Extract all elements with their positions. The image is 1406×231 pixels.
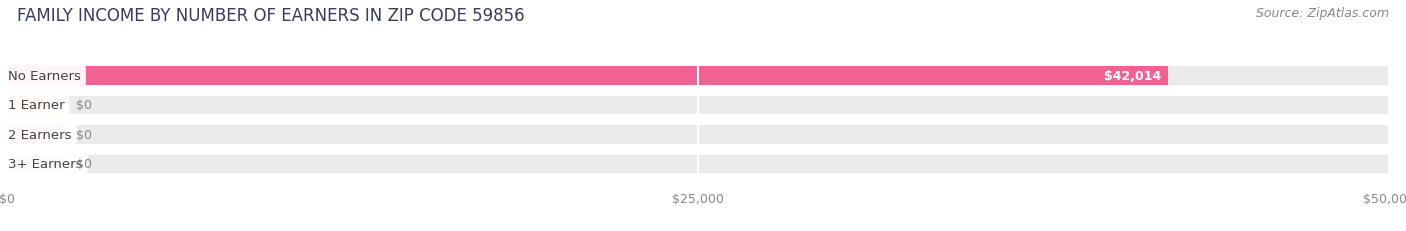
Text: $0: $0 [76,158,93,171]
Bar [7,96,59,115]
Text: $42,014: $42,014 [1104,70,1161,82]
Bar [7,96,1389,115]
Bar [7,67,1389,85]
Text: 3+ Earners: 3+ Earners [8,158,83,171]
Bar [7,126,59,144]
Bar [7,67,1168,85]
Bar [7,155,59,173]
Text: FAMILY INCOME BY NUMBER OF EARNERS IN ZIP CODE 59856: FAMILY INCOME BY NUMBER OF EARNERS IN ZI… [17,7,524,25]
Text: 2 Earners: 2 Earners [8,128,72,141]
Bar [7,126,1389,144]
Text: $0: $0 [76,99,93,112]
Text: No Earners: No Earners [8,70,82,82]
Text: $0: $0 [76,128,93,141]
Text: 1 Earner: 1 Earner [8,99,65,112]
Text: Source: ZipAtlas.com: Source: ZipAtlas.com [1256,7,1389,20]
Bar [7,155,1389,173]
